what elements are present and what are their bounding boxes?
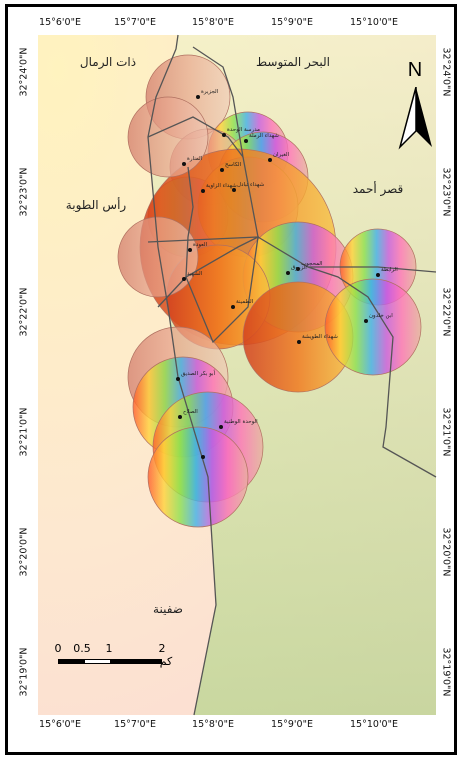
place-marker [232, 188, 236, 192]
boundary-lines [147, 34, 437, 716]
place-marker [188, 248, 192, 252]
place-marker [182, 162, 186, 166]
place-label: العودة [193, 242, 208, 248]
place-marker [176, 377, 180, 381]
place-marker [196, 95, 200, 99]
lat-tick-left: 32°21'0"N [18, 407, 30, 457]
place-marker [220, 168, 224, 172]
place-marker [244, 139, 248, 143]
place-label: الشهيد [187, 271, 203, 277]
place-label: مدرسة الوحدة [227, 127, 261, 133]
place-marker [376, 273, 380, 277]
lat-tick-right: 32°24'0"N [440, 47, 452, 97]
north-arrow-icon [398, 87, 432, 150]
place-markers [176, 95, 380, 459]
scale-label-0: 0 [54, 642, 62, 655]
place-label: الطمينة [236, 299, 254, 305]
place-label: المنارة [187, 156, 203, 162]
lon-tick-bottom: 15°6'0"E [39, 719, 81, 730]
lon-tick-top: 15°6'0"E [39, 17, 81, 28]
lon-tick-bottom: 15°8'0"E [192, 719, 234, 730]
place-label: شهداء تبادل [237, 182, 265, 188]
region-label-qasr-ahmed: قصر أحمد [352, 182, 404, 196]
place-label: الجزيرة [201, 89, 219, 95]
north-letter: N [407, 59, 423, 81]
scale-label-0-5: 0.5 [73, 642, 91, 655]
place-marker [201, 189, 205, 193]
lat-tick-right: 32°19'0"N [440, 647, 452, 697]
place-label: ابن خلدون [369, 313, 393, 319]
lon-tick-top: 15°9'0"E [271, 17, 313, 28]
lat-tick-right: 32°22'0"N [440, 287, 452, 337]
place-label: الصلاح [183, 409, 198, 415]
place-marker [268, 158, 272, 162]
place-marker [297, 340, 301, 344]
place-label: الوحدة الوطنية [224, 419, 258, 425]
scale-unit: كم [159, 655, 173, 668]
map-canvas[interactable] [8, 7, 454, 752]
place-marker [182, 277, 186, 281]
place-marker [231, 305, 235, 309]
place-label: شهداء الرملة [249, 133, 279, 139]
lon-tick-bottom: 15°9'0"E [271, 719, 313, 730]
lon-tick-top: 15°10'0"E [350, 17, 398, 28]
region-label-mediterranean: البحر المتوسط [256, 55, 330, 69]
place-marker [364, 319, 368, 323]
lon-tick-top: 15°8'0"E [192, 17, 234, 28]
lat-tick-left: 32°23'0"N [18, 167, 30, 217]
place-marker [222, 133, 226, 137]
region-label-dhat-alrimal: ذات الرمال [79, 55, 137, 69]
lat-tick-left: 32°24'0"N [18, 47, 30, 97]
map-frame: البحر المتوسط ذات الرمال رأس الطوبة قصر … [5, 4, 457, 755]
place-label: الكاسح [225, 162, 242, 168]
place-marker [219, 425, 223, 429]
scale-label-2: 2 [158, 642, 166, 655]
buffer-circle [324, 278, 422, 376]
place-marker [286, 271, 290, 275]
place-label: المحجوب [301, 261, 323, 267]
place-label: الزروق [291, 265, 307, 271]
place-marker [178, 415, 182, 419]
place-label: الرابطة [381, 267, 398, 273]
scale-label-1: 1 [105, 642, 113, 655]
lon-tick-top: 15°7'0"E [114, 17, 156, 28]
lat-tick-right: 32°21'0"N [440, 407, 452, 457]
lat-tick-left: 32°22'0"N [18, 287, 30, 337]
scale-bar-track [58, 659, 162, 664]
place-label: شهداء الزاوية [206, 183, 237, 189]
buffer-circle [127, 96, 209, 178]
buffer-circle [117, 216, 199, 298]
place-label: شهداء الطويشة [302, 334, 338, 340]
place-marker [296, 267, 300, 271]
lat-tick-left: 32°20'0"N [18, 527, 30, 577]
place-marker [201, 455, 205, 459]
buffer-circle [147, 426, 249, 528]
region-label-dafniya: ضفينة [153, 602, 183, 616]
lon-tick-bottom: 15°10'0"E [350, 719, 398, 730]
lat-tick-right: 32°20'0"N [440, 527, 452, 577]
lon-tick-bottom: 15°7'0"E [114, 719, 156, 730]
lat-tick-right: 32°23'0"N [440, 167, 452, 217]
place-label: أبو بكر الصديق [181, 371, 215, 377]
region-label-ras-altuba: رأس الطوبة [65, 198, 127, 212]
place-label: الغيران [273, 152, 290, 158]
lat-tick-left: 32°19'0"N [18, 647, 30, 697]
